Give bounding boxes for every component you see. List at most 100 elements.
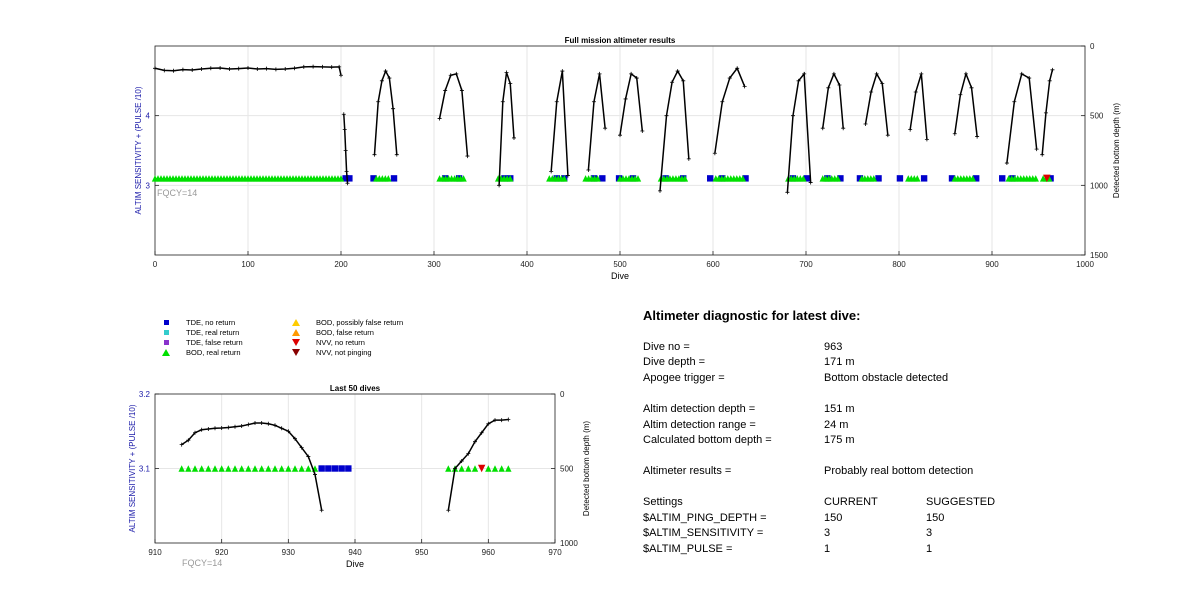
bottom-depth-point — [459, 459, 464, 464]
settings-suggested: 150 — [926, 512, 945, 524]
tde-no-return-marker — [948, 175, 956, 182]
tde-no-return-marker — [896, 175, 904, 182]
triangle-up-icon — [162, 349, 170, 356]
y-right-tick-label: 500 — [560, 465, 574, 474]
bottom-depth-line — [154, 65, 342, 76]
bottom-depth-point — [597, 71, 602, 76]
y-left-tick-label: 3 — [146, 181, 151, 190]
bod-real-return-marker — [231, 465, 239, 472]
bottom-depth-point — [506, 417, 511, 422]
diag-label: Altim detection range = — [643, 419, 756, 431]
bod-real-return-marker — [191, 465, 199, 472]
bottom-depth-point — [286, 429, 291, 434]
bottom-depth-point — [808, 180, 813, 185]
diag-value: 175 m — [824, 434, 855, 446]
bottom-depth-point — [712, 151, 717, 156]
x-axis-label: Dive — [346, 559, 364, 569]
bottom-depth-line — [619, 72, 644, 136]
bottom-depth-point — [618, 133, 622, 138]
bottom-depth-point — [1027, 76, 1032, 81]
bottom-depth-point — [226, 425, 231, 430]
y-right-tick-label: 1000 — [1090, 181, 1108, 190]
y-right-axis-label: Detected bottom depth (m) — [582, 421, 591, 516]
bottom-depth-point — [560, 69, 565, 74]
fqcy-annotation: FQCY=14 — [182, 558, 222, 568]
legend-label: NVV, not pinging — [316, 348, 372, 357]
bottom-depth-point — [383, 69, 388, 74]
legend-label: TDE, no return — [186, 318, 236, 327]
legend-item-bod-false-return: BOD, false return — [290, 328, 374, 337]
settings-current: 1 — [824, 543, 831, 555]
plot-frame — [154, 393, 556, 544]
bod-real-return-marker — [594, 175, 601, 182]
settings-current-header: CURRENT — [824, 496, 878, 508]
fqcy-annotation: FQCY=14 — [157, 188, 197, 198]
bottom-depth-point — [796, 78, 801, 83]
x-axis-label: Dive — [611, 271, 629, 281]
bottom-depth-point — [394, 152, 399, 157]
bottom-depth-point — [657, 188, 662, 193]
bottom-depth-point — [453, 466, 457, 471]
bottom-depth-point — [454, 71, 459, 76]
bottom-depth-point — [913, 89, 918, 94]
bottom-depth-point — [236, 66, 241, 71]
bottom-depth-point — [863, 122, 868, 127]
bottom-depth-point — [233, 424, 237, 429]
bottom-depth-point — [341, 112, 346, 117]
x-tick-label: 900 — [985, 260, 999, 269]
legend-label: TDE, real return — [186, 328, 240, 337]
bottom-depth-line — [550, 70, 569, 176]
bottom-depth-point — [586, 168, 591, 173]
tde-no-return-marker — [342, 175, 349, 182]
bottom-depth-point — [162, 68, 167, 73]
bottom-depth-line — [821, 72, 844, 129]
square-marker-icon — [163, 330, 169, 335]
bod-real-return-marker — [870, 175, 877, 182]
bottom-depth-point — [448, 73, 453, 78]
diag-label: Apogee trigger = — [643, 372, 725, 384]
bottom-depth-point — [219, 425, 224, 430]
bottom-depth-point — [153, 66, 157, 71]
bod-real-return-marker — [458, 465, 465, 472]
bod-real-return-marker — [251, 465, 259, 472]
diag-value: 24 m — [824, 419, 849, 431]
triangle-down-icon — [292, 339, 300, 346]
bottom-depth-point — [466, 451, 471, 456]
legend-item-tde-real-return: TDE, real return — [160, 328, 239, 337]
bottom-depth-point — [179, 442, 184, 447]
x-tick-label: 930 — [282, 548, 296, 557]
bod-real-return-marker — [834, 175, 841, 182]
bod-real-return-marker — [465, 465, 472, 472]
triangle-up-icon — [292, 319, 300, 326]
x-tick-label: 960 — [482, 548, 496, 557]
bottom-depth-point — [1004, 161, 1009, 166]
bottom-depth-point — [1050, 67, 1055, 72]
tde-no-return-marker — [338, 465, 345, 472]
bod-real-return-marker — [225, 465, 232, 472]
bottom-depth-point — [246, 66, 250, 71]
x-tick-label: 200 — [334, 260, 348, 269]
bottom-depth-point — [213, 426, 217, 431]
y-left-tick-label: 3.2 — [139, 390, 151, 399]
tde-no-return-marker — [346, 175, 353, 182]
tde-no-return-marker — [318, 465, 325, 472]
bod-real-return-marker — [385, 175, 392, 182]
bod-real-return-marker — [198, 465, 205, 472]
bottom-depth-line — [786, 71, 812, 193]
bottom-depth-point — [208, 66, 213, 71]
bottom-depth-point — [820, 126, 825, 131]
bottom-depth-point — [292, 66, 297, 71]
settings-suggested: 1 — [926, 543, 933, 555]
bottom-depth-point — [908, 127, 913, 132]
bottom-depth-point — [511, 135, 516, 140]
x-tick-label: 600 — [706, 260, 720, 269]
bottom-depth-line — [864, 71, 889, 136]
tde-no-return-marker — [803, 175, 811, 182]
bottom-depth-point — [727, 76, 732, 81]
triangle-up-icon — [292, 329, 300, 336]
bottom-depth-point — [311, 64, 316, 69]
legend-item-bod-real-return: BOD, real return — [160, 348, 241, 357]
bottom-depth-point — [199, 66, 204, 71]
bod-real-return-marker — [178, 465, 185, 472]
tde-no-return-marker — [331, 465, 339, 472]
